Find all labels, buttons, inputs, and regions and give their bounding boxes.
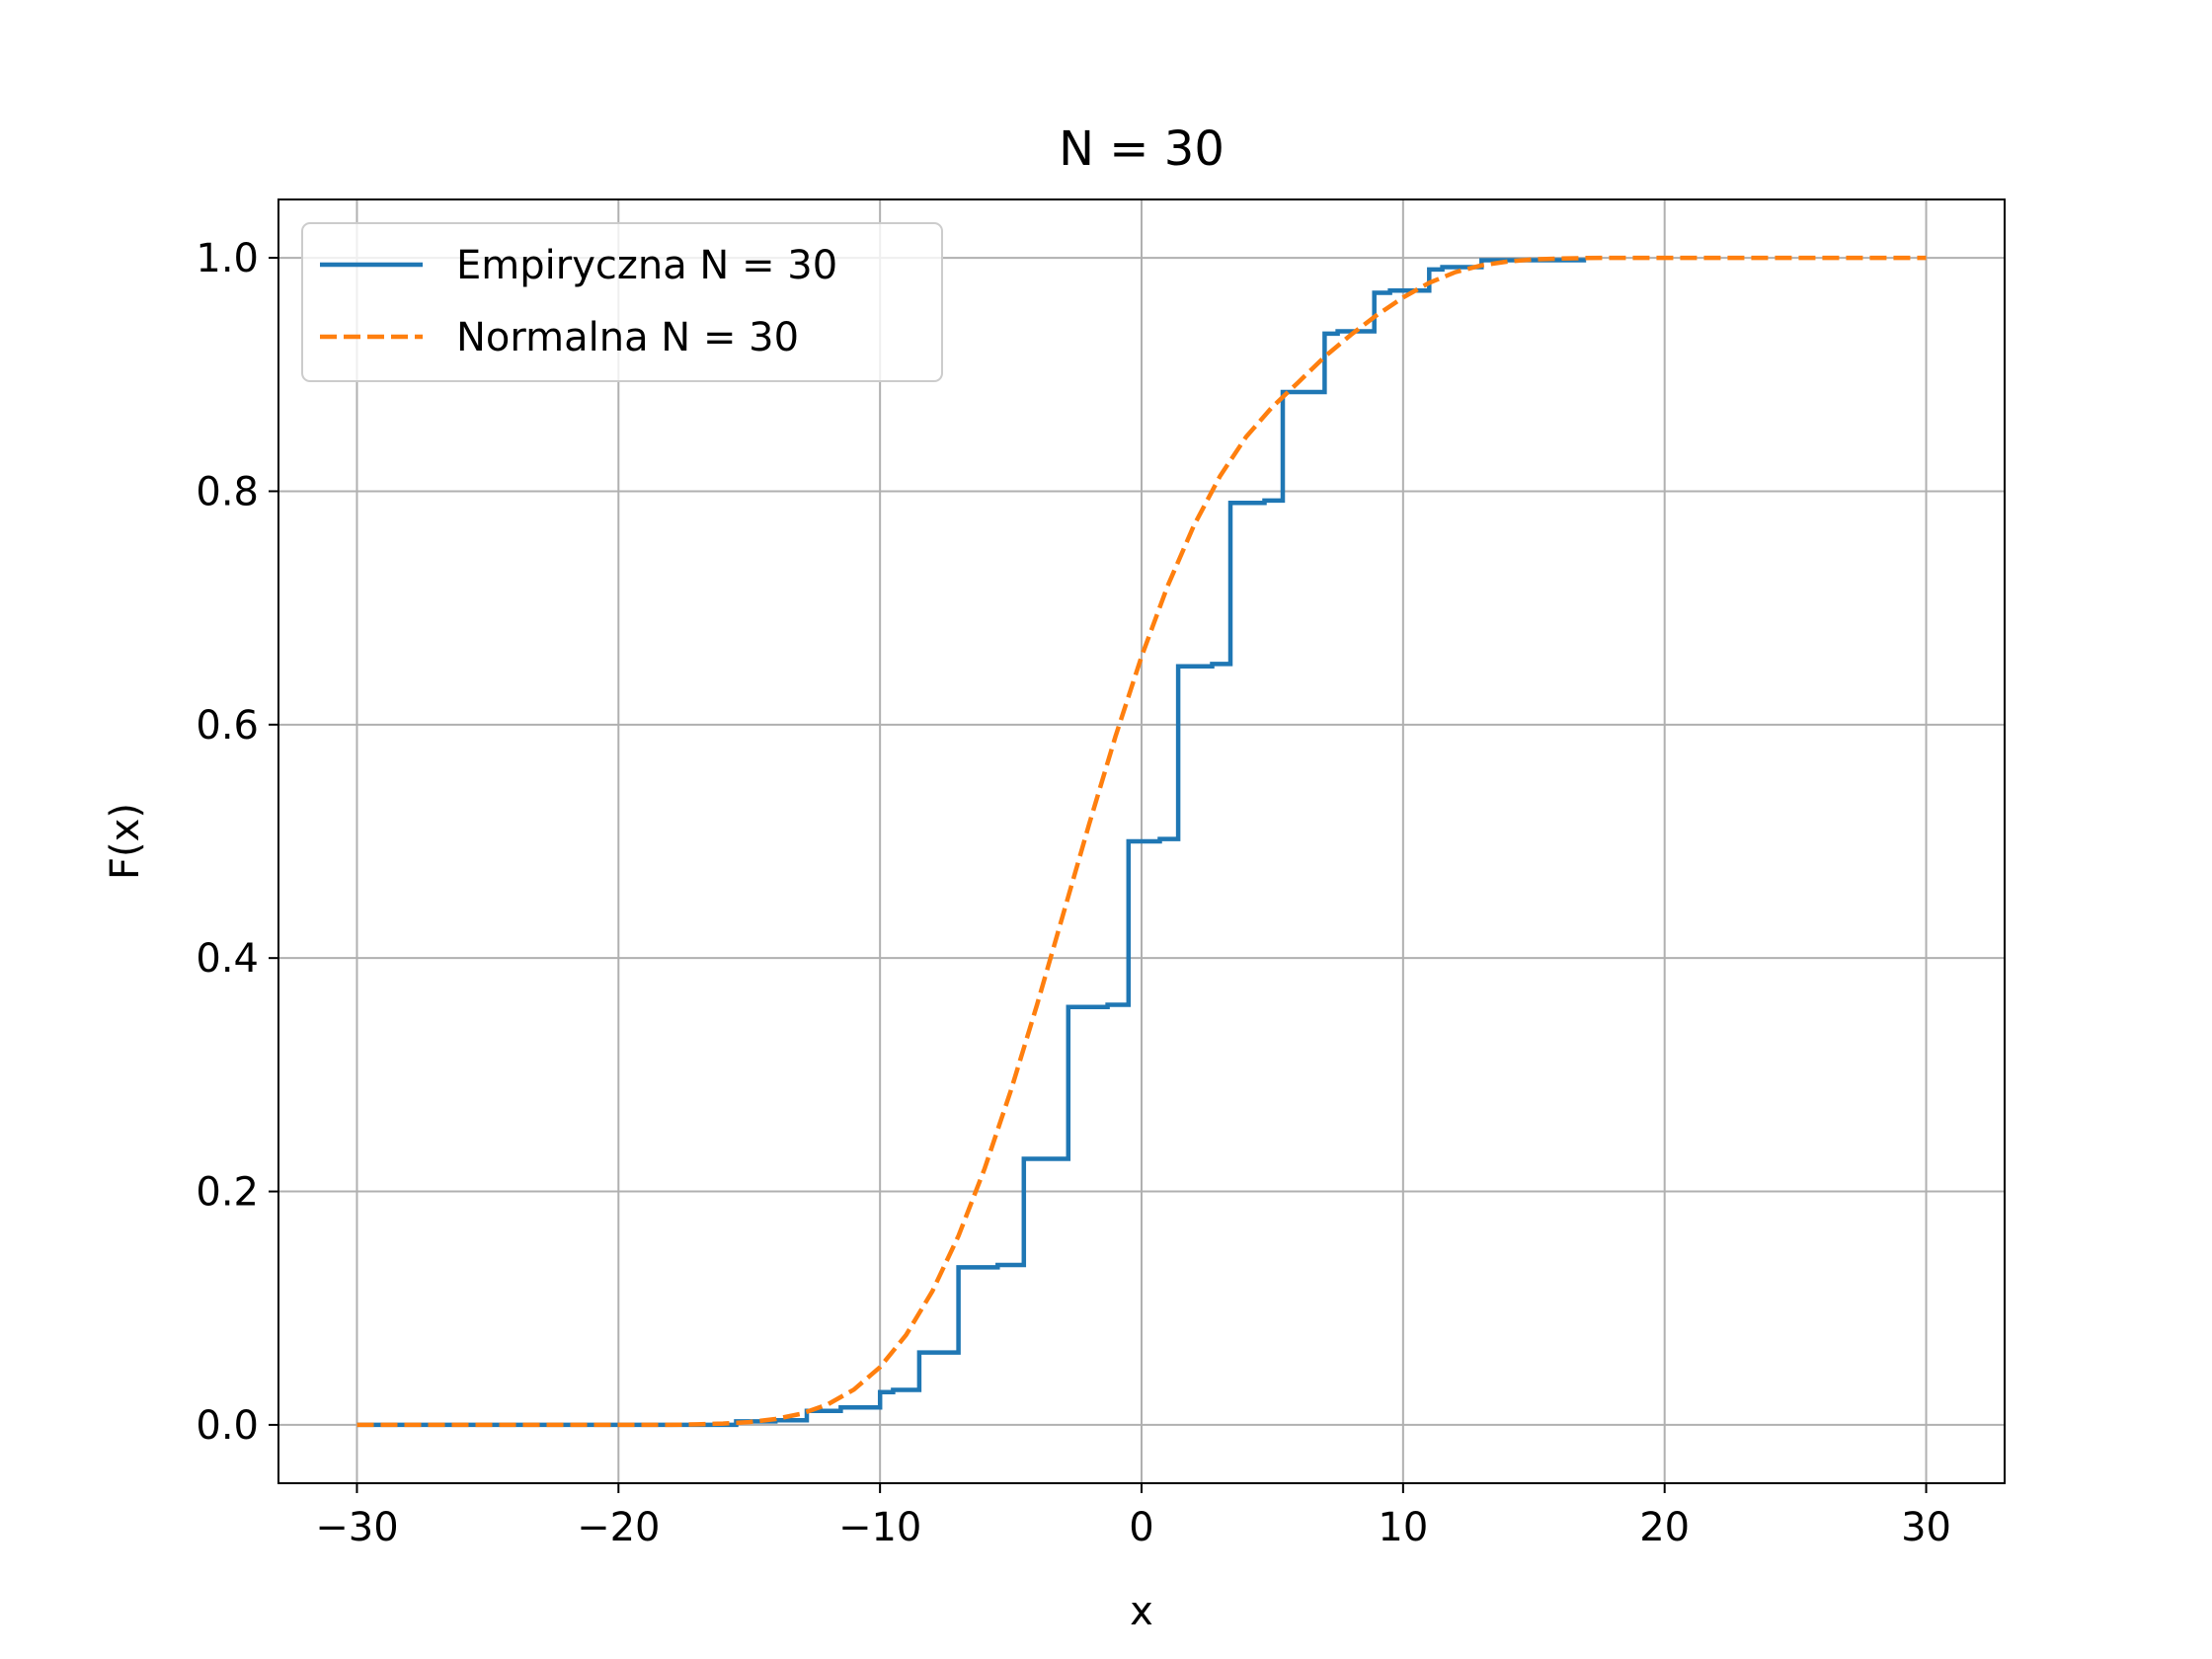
ticks: −30 −20 −10 0 10 20 30 0.0 0.2 0.4 0.6 0.8 1.0	[196, 236, 1951, 1550]
x-tick-label: −20	[577, 1505, 660, 1550]
y-tick-label: 1.0	[196, 236, 259, 281]
y-tick-label: 0.4	[196, 936, 259, 982]
x-tick-label: 20	[1639, 1505, 1690, 1550]
y-tick-label: 0.2	[196, 1170, 259, 1216]
x-tick-label: −30	[315, 1505, 398, 1550]
x-axis-label: x	[1130, 1589, 1153, 1634]
legend: Empiryczna N = 30 Normalna N = 30	[301, 222, 943, 382]
legend-label-empirical: Empiryczna N = 30	[456, 243, 837, 288]
y-tick-label: 0.0	[196, 1403, 259, 1449]
chart-title: N = 30	[1059, 121, 1224, 177]
y-tick-label: 0.8	[196, 469, 259, 514]
legend-box	[301, 222, 943, 382]
y-tick-label: 0.6	[196, 703, 259, 749]
x-tick-label: −10	[838, 1505, 921, 1550]
x-tick-label: 0	[1129, 1505, 1153, 1550]
x-tick-label: 10	[1378, 1505, 1428, 1550]
series-line-empirical	[356, 258, 1587, 1428]
series-layer	[356, 255, 1927, 1428]
y-axis-label: F(x)	[103, 803, 148, 880]
series-line-normal	[356, 255, 1927, 1428]
x-tick-label: 30	[1901, 1505, 1951, 1550]
legend-label-normal: Normalna N = 30	[456, 315, 799, 360]
